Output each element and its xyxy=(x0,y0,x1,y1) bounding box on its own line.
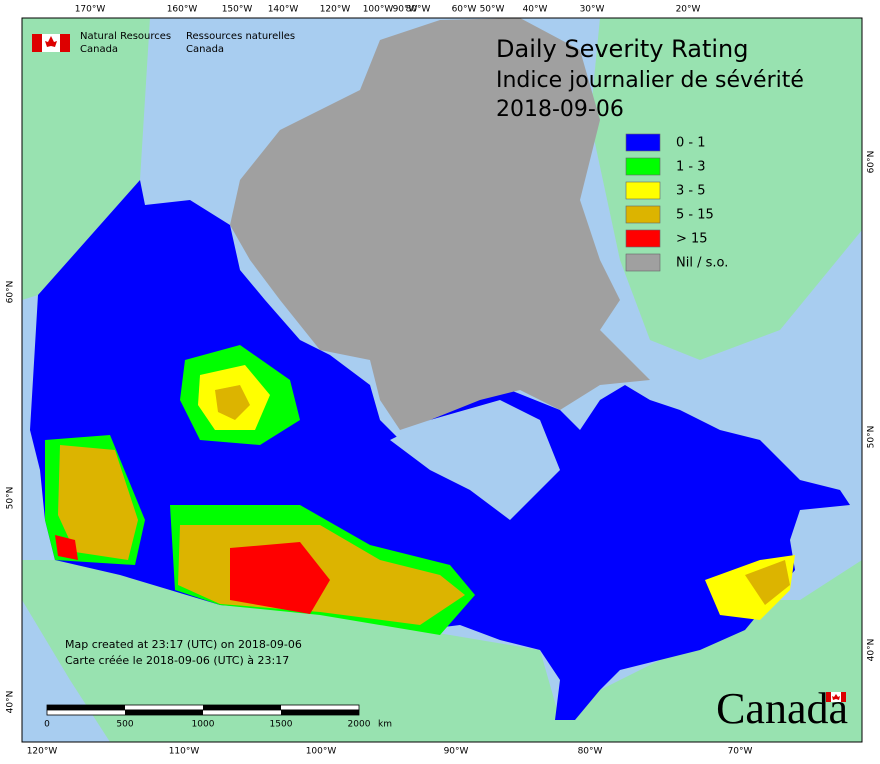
longitude-label: 50°W xyxy=(480,5,505,15)
scale-labels: 0 500 1000 1500 2000 km xyxy=(44,720,392,730)
legend-swatch xyxy=(625,205,661,224)
flag-bar xyxy=(826,692,831,702)
legend: 0 - 1 1 - 3 3 - 5 5 - 15 > 15 Nil / s.o. xyxy=(625,133,728,272)
legend-label: 1 - 3 xyxy=(676,160,706,175)
title: Daily Severity Rating xyxy=(496,35,748,63)
latitude-label: 40°N xyxy=(867,639,877,662)
scale-tick-label: 500 xyxy=(116,720,133,730)
scale-segment xyxy=(203,705,281,710)
credit: Carte créée le 2018-09-06 (UTC) à 23:17 xyxy=(65,654,289,667)
longitude-label: 110°W xyxy=(169,747,200,757)
fire-zone-maritimes-orange xyxy=(745,560,790,605)
greenland xyxy=(590,18,862,360)
legend-swatch xyxy=(625,229,661,248)
nrcan-logo xyxy=(32,34,70,52)
agency-en: Canada xyxy=(80,44,118,55)
agency-en: Natural Resources xyxy=(80,31,171,42)
longitude-label: 140°W xyxy=(268,5,299,15)
frame xyxy=(21,17,863,743)
longitude-label: 100°W xyxy=(306,747,337,757)
canada-wordmark xyxy=(826,692,846,702)
legend-label: Nil / s.o. xyxy=(676,256,728,271)
pacific xyxy=(22,600,110,742)
fire-zone-orange-north xyxy=(215,385,250,420)
longitude-label: 170°W xyxy=(75,5,106,15)
legend-label: 0 - 1 xyxy=(676,136,706,151)
scale-tick-label: 2000 xyxy=(348,720,371,730)
scale-tick-label: 1000 xyxy=(192,720,215,730)
fire-zone-bc-red xyxy=(55,535,78,560)
longitude-label: 60°W xyxy=(452,5,477,15)
scale-tick-label: 1500 xyxy=(270,720,293,730)
latitude-label: 60°N xyxy=(6,281,16,304)
alaska xyxy=(22,18,150,300)
arctic-islands xyxy=(230,18,650,430)
latitude-label: 50°N xyxy=(6,487,16,510)
flag-bar xyxy=(60,34,70,52)
longitude-label: 160°W xyxy=(167,5,198,15)
scale-segment xyxy=(47,705,125,710)
maple-leaf xyxy=(832,694,840,700)
scale-unit: km xyxy=(378,720,392,730)
agency-fr: Canada xyxy=(186,44,224,55)
usa xyxy=(22,560,862,742)
legend-label: > 15 xyxy=(676,232,708,247)
fire-zone-bc-orange xyxy=(58,445,138,560)
flag-bar xyxy=(841,692,846,702)
longitude-label: 120°W xyxy=(27,747,58,757)
wordmark: Canada xyxy=(716,684,848,733)
maple-leaf xyxy=(45,36,57,47)
legend-swatch xyxy=(625,157,661,176)
longitude-label: 90°W xyxy=(444,747,469,757)
longitude-label: 100°W xyxy=(363,5,394,15)
latitude-label: 60°N xyxy=(867,151,877,174)
legend-swatch xyxy=(625,181,661,200)
credit: Map created at 23:17 (UTC) on 2018-09-06 xyxy=(65,638,302,651)
longitude-label: 40°W xyxy=(523,5,548,15)
agency-fr: Ressources naturelles xyxy=(186,31,295,42)
legend-label: 5 - 15 xyxy=(676,208,714,223)
flag-bar xyxy=(32,34,42,52)
scale-segment xyxy=(281,710,359,715)
latitude-label: 40°N xyxy=(6,691,16,714)
longitude-label: 120°W xyxy=(320,5,351,15)
scale-segment xyxy=(125,710,203,715)
legend-swatch xyxy=(625,253,661,272)
longitude-label: 90°W xyxy=(393,5,418,15)
legend-label: 3 - 5 xyxy=(676,184,706,199)
longitude-label: 150°W xyxy=(222,5,253,15)
scale-bar xyxy=(46,704,360,716)
longitude-label: 30°W xyxy=(580,5,605,15)
hudson-bay xyxy=(390,400,560,520)
latitude-label: 50°N xyxy=(867,426,877,449)
subtitle: Indice journalier de sévérité xyxy=(496,68,804,93)
longitude-label: 80°W xyxy=(406,5,431,15)
scale-tick-label: 0 xyxy=(44,720,50,730)
graticule-labels: 170°W 160°W 150°W 140°W 120°W 100°W 90°W80°W 60… xyxy=(6,5,877,757)
longitude-label: 80°W xyxy=(578,747,603,757)
longitude-label: 20°W xyxy=(676,5,701,15)
fire-zone-red xyxy=(230,542,330,614)
legend-swatch xyxy=(625,133,661,152)
date: 2018-09-06 xyxy=(496,97,624,122)
longitude-label: 70°W xyxy=(728,747,753,757)
